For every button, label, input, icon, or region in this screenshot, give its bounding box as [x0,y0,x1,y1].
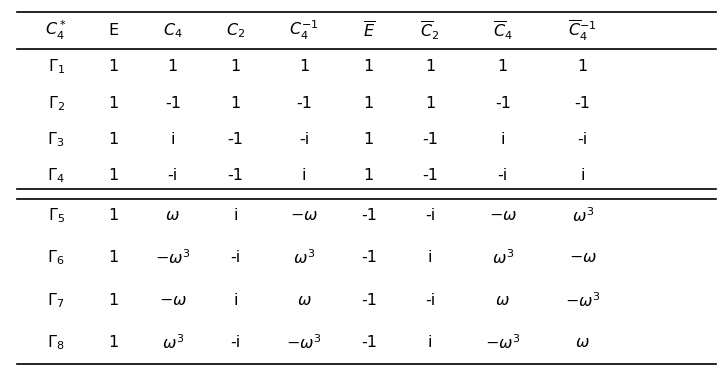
Text: $-\omega^3$: $-\omega^3$ [155,248,191,267]
Text: $\omega$: $\omega$ [495,293,510,308]
Text: -1: -1 [361,208,377,223]
Text: $\Gamma_1$: $\Gamma_1$ [48,58,65,76]
Text: i: i [171,132,175,147]
Text: $\omega^3$: $\omega^3$ [293,248,315,267]
Text: $\overline{C}_2$: $\overline{C}_2$ [420,19,440,42]
Text: 1: 1 [497,59,508,74]
Text: 1: 1 [109,96,119,111]
Text: $-\omega$: $-\omega$ [290,208,318,223]
Text: $-\omega$: $-\omega$ [568,250,597,265]
Text: $\Gamma_4$: $\Gamma_4$ [47,167,65,185]
Text: -1: -1 [575,96,591,111]
Text: $\Gamma_5$: $\Gamma_5$ [48,206,65,225]
Text: i: i [581,168,585,183]
Text: i: i [233,293,237,308]
Text: -1: -1 [422,168,438,183]
Text: -i: -i [497,168,508,183]
Text: 1: 1 [109,335,119,350]
Text: 1: 1 [109,208,119,223]
Text: -1: -1 [361,293,377,308]
Text: 1: 1 [109,132,119,147]
Text: -i: -i [230,335,240,350]
Text: 1: 1 [109,59,119,74]
Text: i: i [428,335,432,350]
Text: $\omega$: $\omega$ [166,208,180,223]
Text: i: i [500,132,505,147]
Text: 1: 1 [364,59,374,74]
Text: -1: -1 [422,132,438,147]
Text: $\Gamma_6$: $\Gamma_6$ [47,248,65,267]
Text: i: i [428,250,432,265]
Text: $\omega$: $\omega$ [297,293,311,308]
Text: $-\omega^3$: $-\omega^3$ [286,333,322,352]
Text: 1: 1 [109,168,119,183]
Text: $-\omega^3$: $-\omega^3$ [565,291,600,310]
Text: $\Gamma_3$: $\Gamma_3$ [47,130,65,149]
Text: -i: -i [168,168,178,183]
Text: $\omega^3$: $\omega^3$ [571,206,594,225]
Text: $\omega^3$: $\omega^3$ [492,248,514,267]
Text: $C_4^{-1}$: $C_4^{-1}$ [289,19,319,42]
Text: $\overline{E}$: $\overline{E}$ [363,20,375,40]
Text: $C_4^*$: $C_4^*$ [45,19,67,42]
Text: 1: 1 [364,132,374,147]
Text: $\overline{C}_4^{-1}$: $\overline{C}_4^{-1}$ [568,18,597,43]
Text: i: i [302,168,306,183]
Text: $\Gamma_8$: $\Gamma_8$ [47,333,65,352]
Text: -1: -1 [494,96,511,111]
Text: -i: -i [425,293,435,308]
Text: $\omega$: $\omega$ [576,335,590,350]
Text: -i: -i [299,132,309,147]
Text: -i: -i [578,132,588,147]
Text: 1: 1 [230,96,240,111]
Text: $-\omega$: $-\omega$ [159,293,187,308]
Text: 1: 1 [109,293,119,308]
Text: 1: 1 [168,59,178,74]
Text: 1: 1 [299,59,309,74]
Text: 1: 1 [425,59,435,74]
Text: $C_4$: $C_4$ [163,21,183,40]
Text: -i: -i [425,208,435,223]
Text: -1: -1 [361,250,377,265]
Text: 1: 1 [364,168,374,183]
Text: -1: -1 [361,335,377,350]
Text: -i: -i [230,250,240,265]
Text: -1: -1 [227,132,243,147]
Text: $-\omega^3$: $-\omega^3$ [485,333,521,352]
Text: $\Gamma_2$: $\Gamma_2$ [48,94,65,113]
Text: -1: -1 [165,96,181,111]
Text: 1: 1 [425,96,435,111]
Text: i: i [233,208,237,223]
Text: 1: 1 [578,59,588,74]
Text: $\Gamma_7$: $\Gamma_7$ [47,291,65,310]
Text: 1: 1 [230,59,240,74]
Text: 1: 1 [109,250,119,265]
Text: $C_2$: $C_2$ [226,21,245,40]
Text: 1: 1 [364,96,374,111]
Text: $-\omega$: $-\omega$ [489,208,517,223]
Text: E: E [109,23,119,38]
Text: -1: -1 [296,96,312,111]
Text: $\omega^3$: $\omega^3$ [162,333,184,352]
Text: $\overline{C}_4$: $\overline{C}_4$ [493,19,513,42]
Text: -1: -1 [227,168,243,183]
